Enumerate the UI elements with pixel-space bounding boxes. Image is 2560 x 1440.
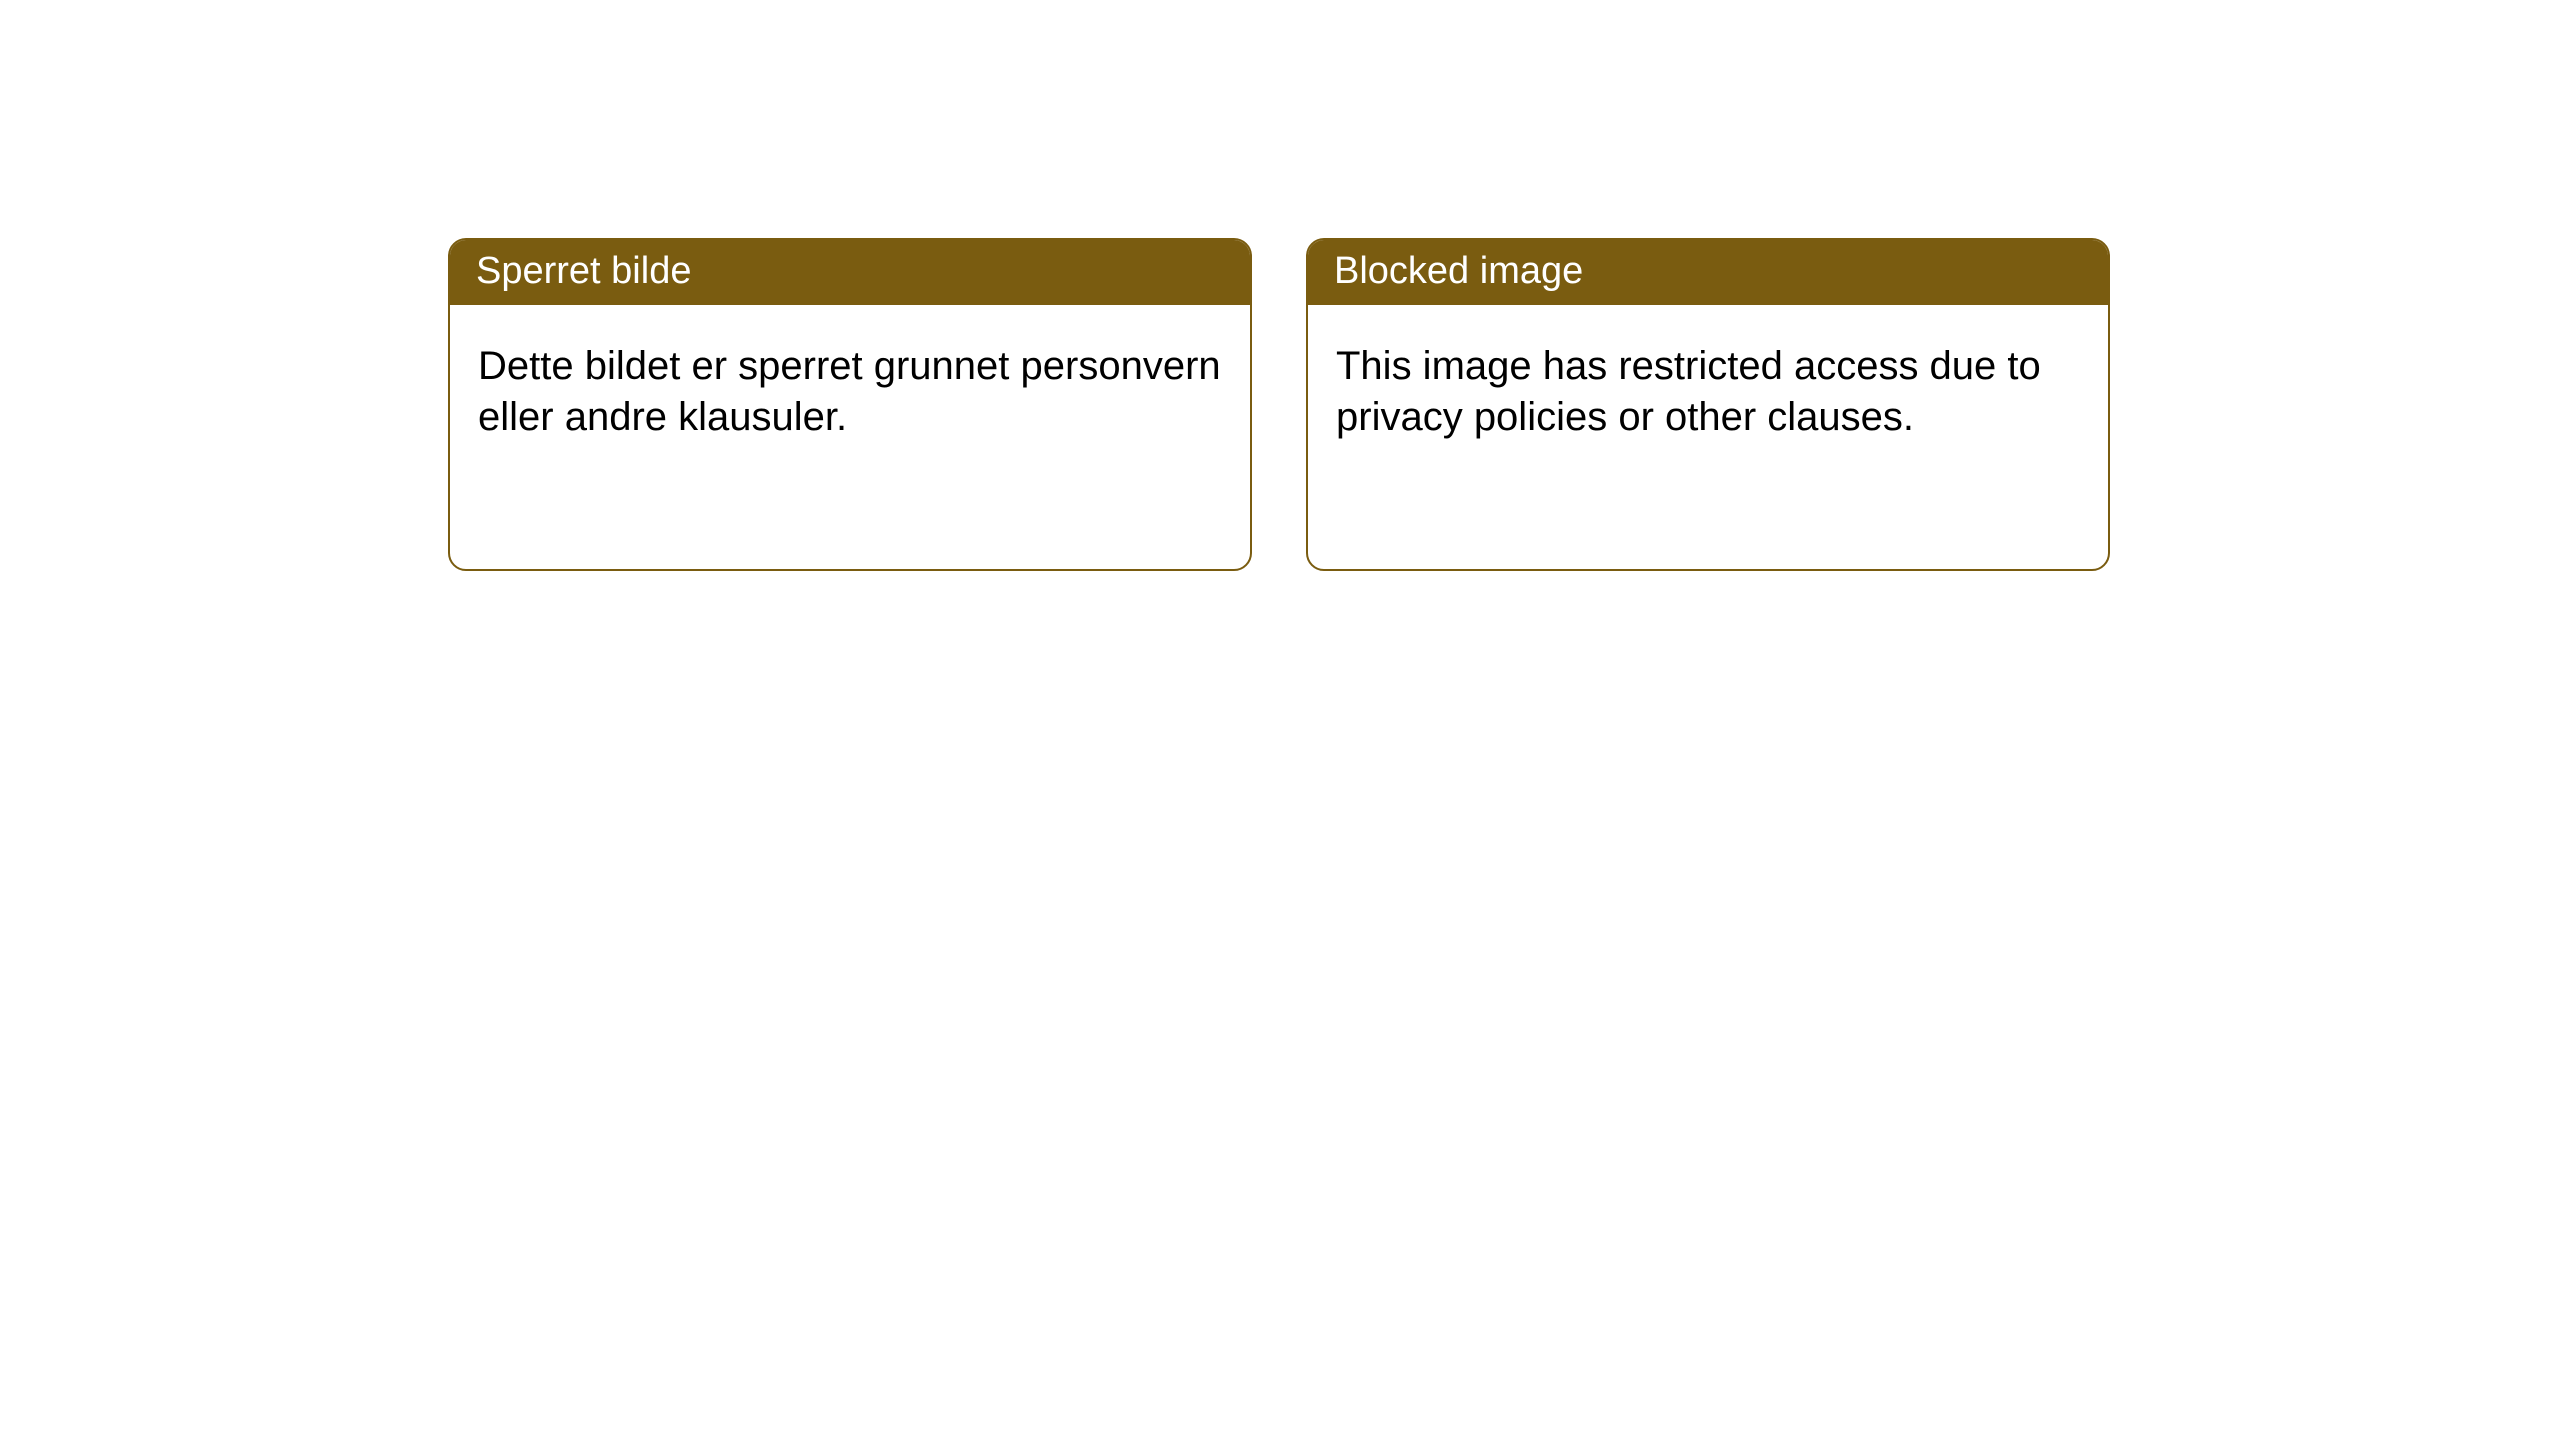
card-body-text: This image has restricted access due to … [1336, 344, 2041, 439]
card-body: This image has restricted access due to … [1308, 305, 2108, 471]
card-body: Dette bildet er sperret grunnet personve… [450, 305, 1250, 471]
notice-card-norwegian: Sperret bilde Dette bildet er sperret gr… [448, 238, 1252, 571]
notice-cards-container: Sperret bilde Dette bildet er sperret gr… [0, 0, 2560, 571]
card-title: Sperret bilde [476, 250, 691, 292]
card-title: Blocked image [1334, 250, 1583, 292]
notice-card-english: Blocked image This image has restricted … [1306, 238, 2110, 571]
card-header: Blocked image [1308, 240, 2108, 305]
card-body-text: Dette bildet er sperret grunnet personve… [478, 344, 1221, 439]
card-header: Sperret bilde [450, 240, 1250, 305]
